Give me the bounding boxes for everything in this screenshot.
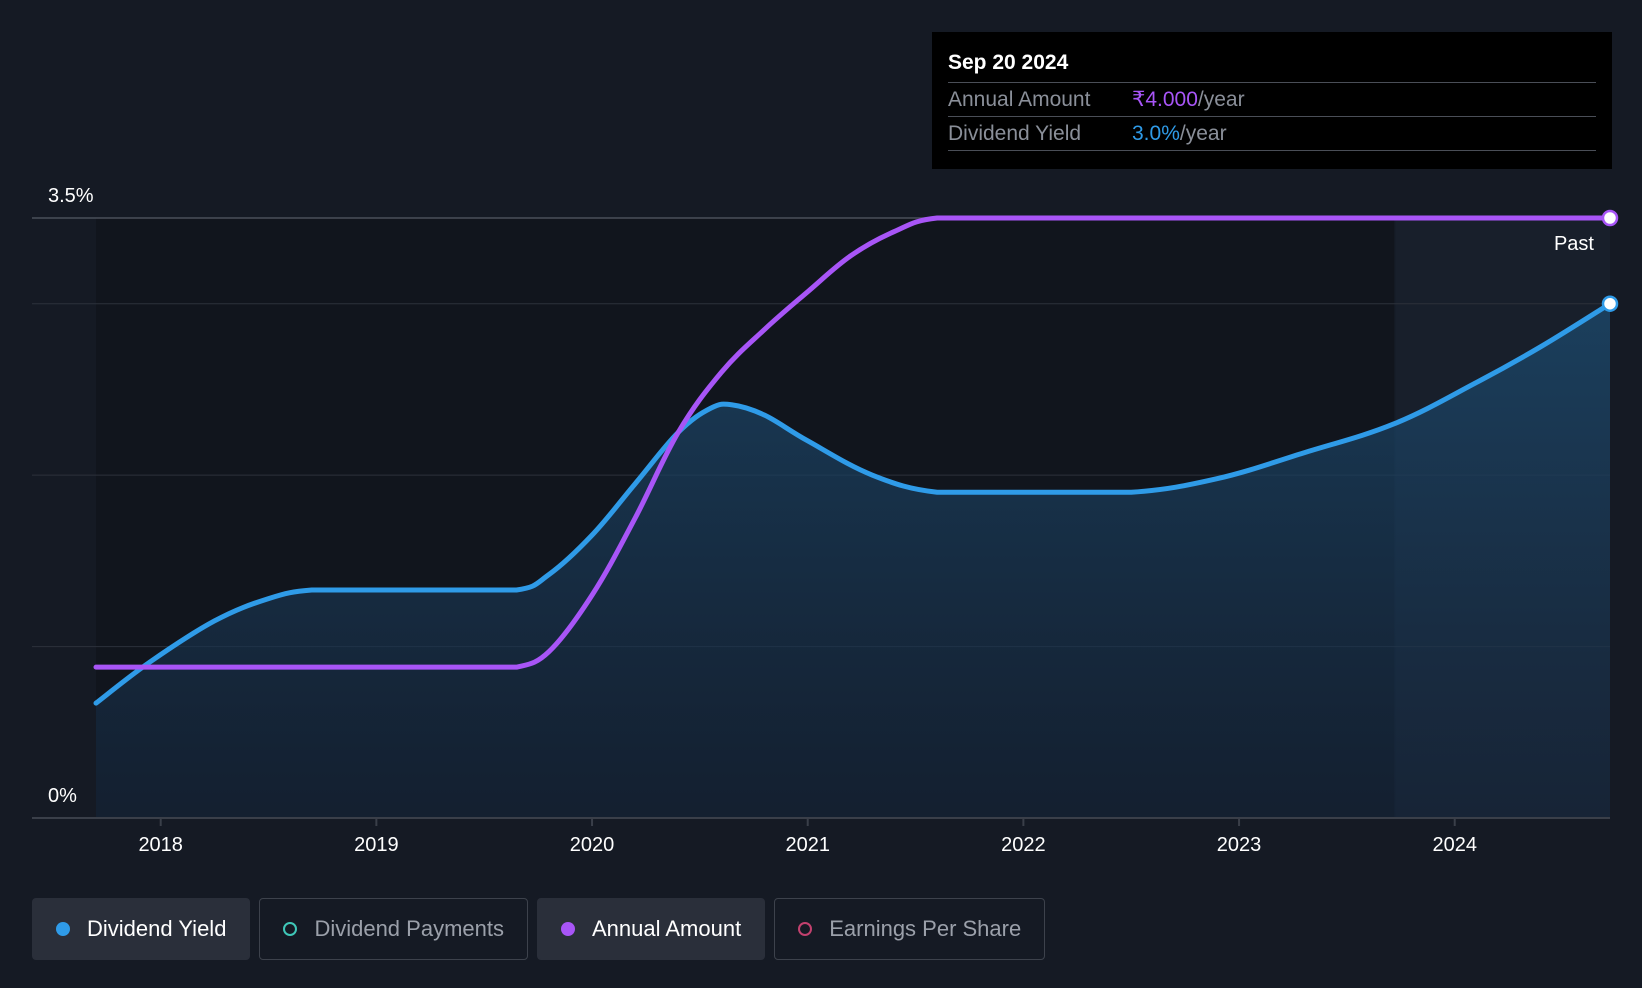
x-tick-label: 2020 [570,834,615,856]
y-tick-label-top: 3.5% [48,185,94,207]
dividend-yield-endpoint[interactable] [1601,295,1619,312]
tooltip: Sep 20 2024 Annual Amount ₹4.000 /year D… [932,32,1612,169]
x-tick-label: 2024 [1432,834,1477,856]
y-tick-label-bottom: 0% [48,785,77,807]
x-tick-label: 2021 [785,834,830,856]
legend-dividend-yield-button[interactable]: Dividend Yield [32,898,251,960]
tooltip-value: ₹4.000 [1132,88,1198,111]
x-tick-label: 2018 [138,834,183,856]
tooltip-value: 3.0% [1132,122,1180,145]
tooltip-label: Dividend Yield [948,122,1082,145]
legend-label: Annual Amount [591,916,742,941]
x-tick-label: 2019 [354,834,399,856]
tooltip-date: Sep 20 2024 [948,51,1069,74]
dividend-yield-line [93,301,1613,706]
tooltip-unit: /year [1197,88,1245,111]
legend-annual-amount-button[interactable]: Annual Amount [536,898,766,960]
legend-earnings-per-share-button[interactable]: Earnings Per Share [774,898,1046,960]
legend-ring-icon [283,922,298,936]
legend-dot-icon [56,922,70,936]
tooltip-unit: /year [1179,122,1227,145]
x-tick-label: 2022 [1001,834,1046,856]
annual-amount-line [93,215,1613,670]
legend-dot-icon [560,922,575,936]
dividend-yield-area [96,303,1610,818]
legend-label: Earnings Per Share [829,916,1022,941]
tooltip-row-dividend-yield: Dividend Yield 3.0% /year [948,116,1596,151]
legend-label: Dividend Yield [87,916,227,941]
tooltip-label: Annual Amount [948,88,1091,111]
legend-label: Dividend Payments [314,916,504,941]
annual-amount-endpoint[interactable] [1601,209,1619,227]
tooltip-row-annual-amount: Annual Amount ₹4.000 /year [948,82,1596,116]
legend: Dividend Yield Dividend Payments Annual … [32,898,1054,960]
past-label: Past [1554,233,1594,255]
x-tick-label: 2023 [1217,834,1262,856]
legend-dividend-payments-button[interactable]: Dividend Payments [259,898,528,960]
legend-ring-icon [798,922,813,936]
x-axis-ticks: 2018 2019 2020 2021 2022 2023 2024 [138,818,1477,856]
